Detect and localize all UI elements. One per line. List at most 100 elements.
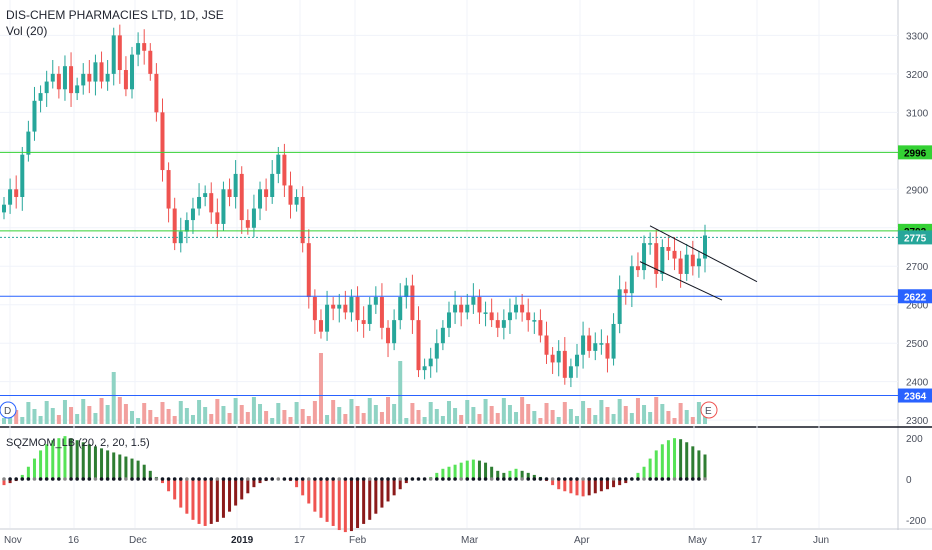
volume-bar xyxy=(617,399,622,424)
candle-body xyxy=(361,320,366,324)
momentum-bar xyxy=(179,479,183,508)
x-tick-label: Feb xyxy=(349,535,367,546)
volume-bar xyxy=(239,405,244,424)
squeeze-dot xyxy=(197,477,201,481)
volume-bar xyxy=(599,400,604,424)
squeeze-dot xyxy=(422,477,427,481)
volume-bar xyxy=(654,397,659,424)
momentum-bar xyxy=(581,479,585,497)
x-tick-label: 17 xyxy=(294,535,306,546)
squeeze-dot xyxy=(233,477,238,481)
volume-bar xyxy=(227,413,232,424)
volume-bar xyxy=(209,414,214,424)
squeeze-dot xyxy=(8,477,12,481)
momentum-bar xyxy=(526,472,530,479)
momentum-bar xyxy=(648,458,652,479)
volume-bar xyxy=(178,401,183,424)
squeeze-dot xyxy=(270,477,275,481)
squeeze-dot xyxy=(684,477,689,481)
volume-bar xyxy=(678,403,683,424)
volume-bar xyxy=(337,407,342,424)
squeeze-dot xyxy=(38,477,43,481)
candle-body xyxy=(654,243,659,274)
momentum-bar xyxy=(160,479,164,484)
momentum-bar xyxy=(215,479,219,522)
squeeze-dot xyxy=(642,477,646,481)
candle-body xyxy=(136,43,141,55)
candle-body xyxy=(105,73,110,82)
squeeze-dot xyxy=(209,477,214,481)
volume-bar xyxy=(477,414,482,424)
volume-bar xyxy=(471,407,476,424)
volume-bar xyxy=(148,410,153,424)
volume-bar xyxy=(696,402,701,424)
candle-body xyxy=(599,343,604,345)
momentum-bar xyxy=(20,474,24,479)
candle-body xyxy=(111,35,116,74)
indicator-tick-label: -200 xyxy=(906,516,926,527)
momentum-bar xyxy=(685,442,689,479)
volume-bar xyxy=(50,408,55,424)
squeeze-dot xyxy=(660,477,665,481)
y-tick-label: 2500 xyxy=(906,339,929,350)
volume-bar xyxy=(331,400,336,424)
volume-bar xyxy=(581,401,586,424)
candle-body xyxy=(99,62,104,82)
volume-bar xyxy=(251,397,256,424)
squeeze-dot xyxy=(288,477,293,481)
momentum-bar xyxy=(337,479,341,531)
volume-bar xyxy=(556,417,561,424)
squeeze-dot xyxy=(172,477,177,481)
candle-body xyxy=(276,154,281,174)
volume-bar xyxy=(440,416,445,424)
candle-body xyxy=(349,297,354,313)
squeeze-dot xyxy=(556,477,561,481)
momentum-bar xyxy=(167,479,171,492)
squeeze-dot xyxy=(398,477,403,481)
indicator-title: SQZMOM_LB (20, 2, 20, 1.5) xyxy=(6,437,150,449)
x-tick-label: Apr xyxy=(574,535,590,546)
candle-body xyxy=(69,66,74,94)
squeeze-dot xyxy=(166,477,171,481)
volume-bar xyxy=(684,410,689,424)
squeeze-dot xyxy=(471,477,476,481)
volume-bar xyxy=(648,412,653,424)
volume-bar xyxy=(392,404,397,424)
squeeze-dot xyxy=(441,477,445,481)
momentum-bar xyxy=(703,454,707,479)
momentum-bar xyxy=(459,462,463,479)
volume-bar xyxy=(550,410,555,424)
volume-bar xyxy=(75,414,80,424)
volume-bar xyxy=(635,398,640,424)
squeeze-dot xyxy=(520,477,524,481)
candle-body xyxy=(233,173,238,197)
candle-body xyxy=(410,285,415,321)
squeeze-dot xyxy=(118,477,122,481)
squeeze-dot xyxy=(337,477,342,481)
volume-bar xyxy=(398,361,403,424)
squeeze-dot xyxy=(306,477,311,481)
candle-body xyxy=(446,312,451,328)
volume-bar xyxy=(343,414,348,424)
squeeze-dot xyxy=(526,477,531,481)
momentum-bar xyxy=(398,479,402,490)
squeeze-dot xyxy=(636,477,640,481)
candle-body xyxy=(32,100,37,132)
momentum-bar xyxy=(441,468,445,479)
volume-bar xyxy=(69,407,74,424)
momentum-bar xyxy=(465,460,469,479)
squeeze-dot xyxy=(465,477,470,481)
candle-body xyxy=(26,131,31,155)
momentum-bar xyxy=(45,444,49,479)
volume-bar xyxy=(56,415,61,424)
volume-bar xyxy=(325,415,330,424)
candle-body xyxy=(520,304,525,313)
momentum-bar xyxy=(435,472,439,479)
volume-bar xyxy=(373,405,378,424)
volume-bar xyxy=(93,413,98,424)
volume-bar xyxy=(130,411,135,424)
candle-body xyxy=(282,154,287,186)
candle-body xyxy=(62,66,67,90)
squeeze-dot xyxy=(239,477,244,481)
volume-bar xyxy=(587,408,592,424)
